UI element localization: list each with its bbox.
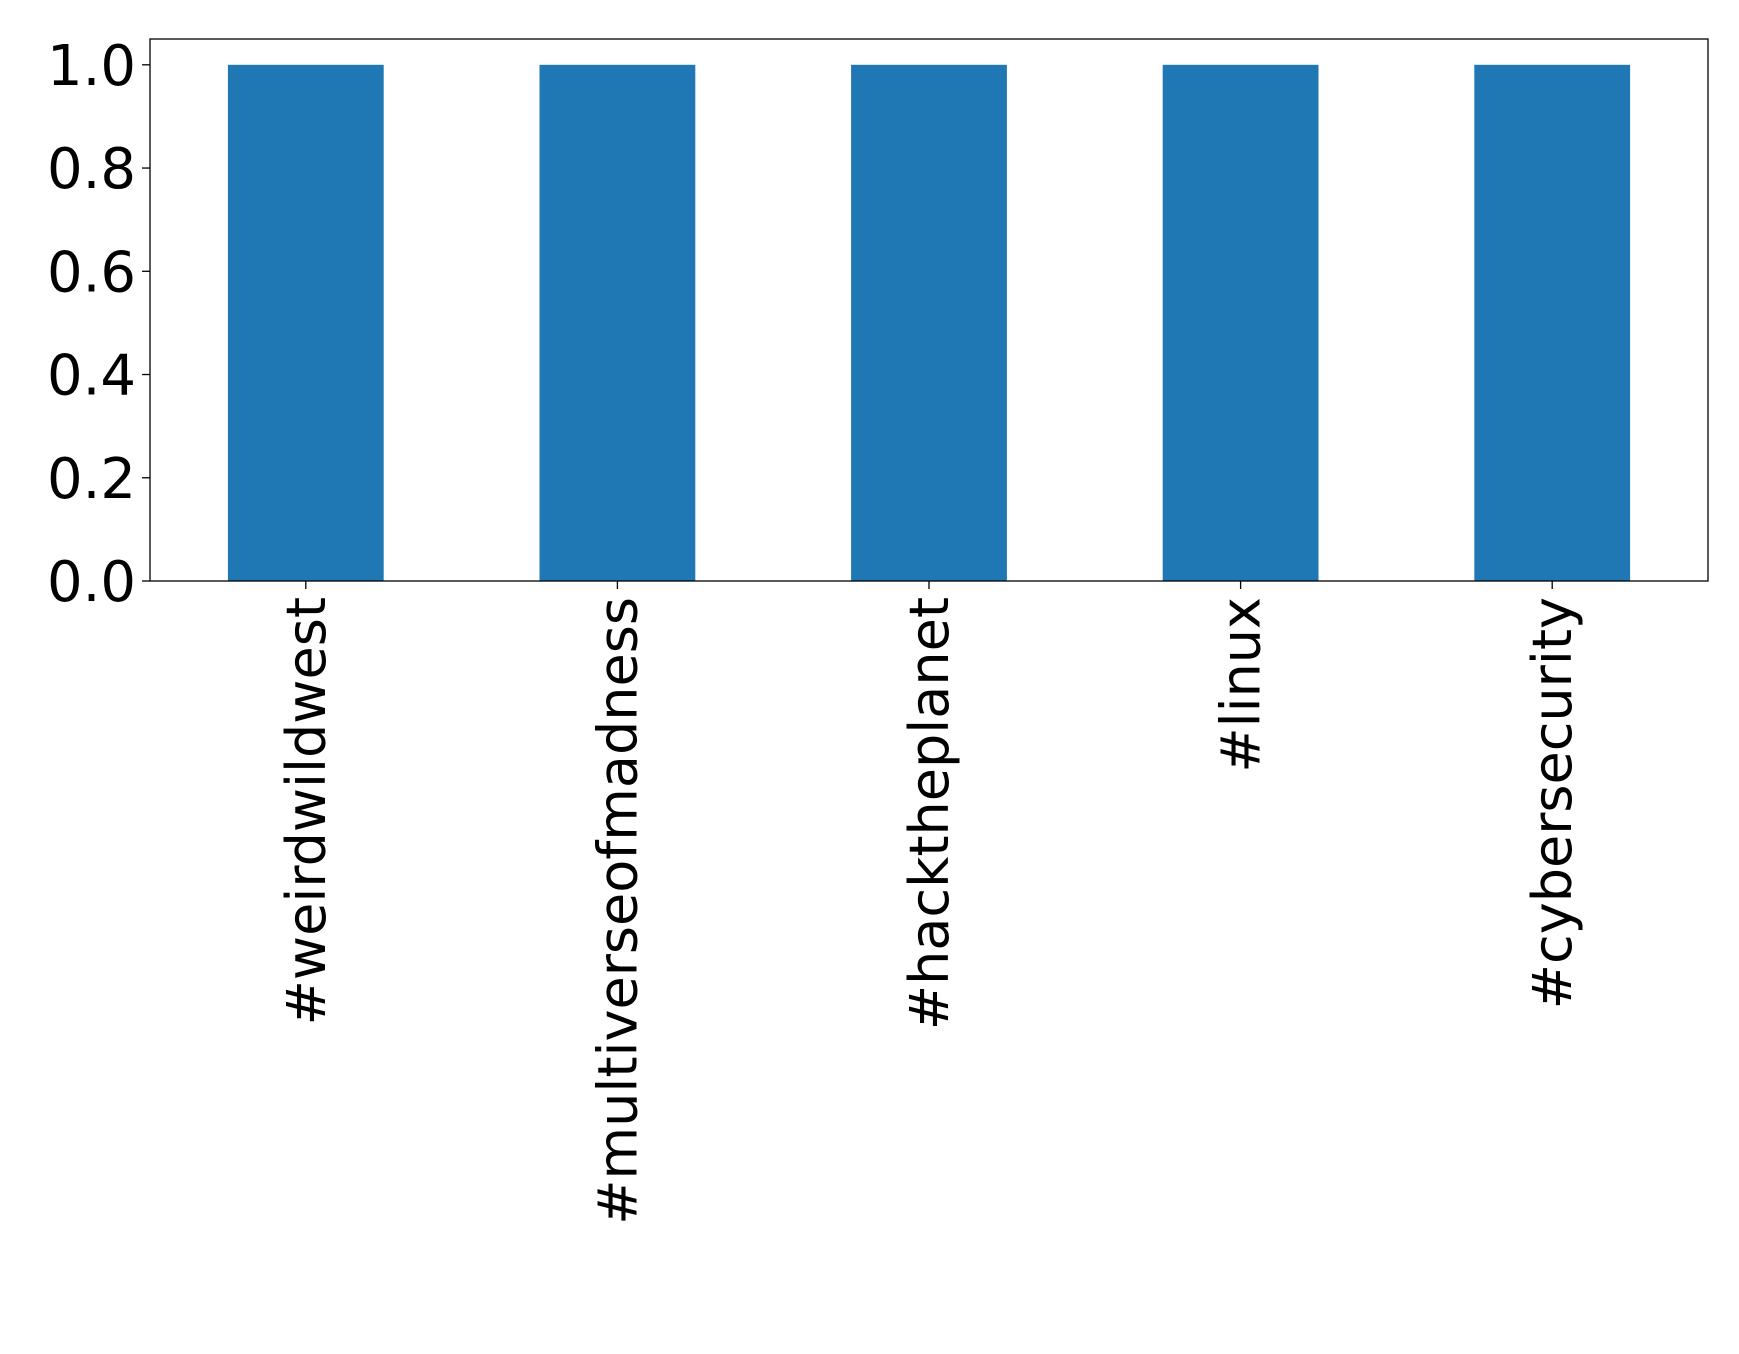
x-tick-label: #multiverseofmadness (586, 597, 649, 1225)
y-tick-label: 0.4 (47, 344, 136, 409)
x-tick-label: #weirdwildwest (275, 597, 338, 1025)
y-tick-label: 0.0 (47, 550, 136, 615)
x-tick-label: #linux (1210, 597, 1273, 773)
x-tick-label: #cybersecurity (1521, 597, 1584, 1009)
x-tick-label: #hacktheplanet (898, 597, 961, 1030)
y-tick-label: 0.6 (47, 240, 136, 305)
y-tick-label: 0.2 (47, 447, 136, 512)
bar (851, 64, 1007, 582)
bar (1474, 64, 1631, 582)
y-tick-label: 0.8 (47, 137, 136, 202)
bar (227, 64, 384, 582)
y-tick-label: 1.0 (47, 34, 136, 99)
bar (1162, 64, 1319, 582)
bar (539, 64, 696, 582)
